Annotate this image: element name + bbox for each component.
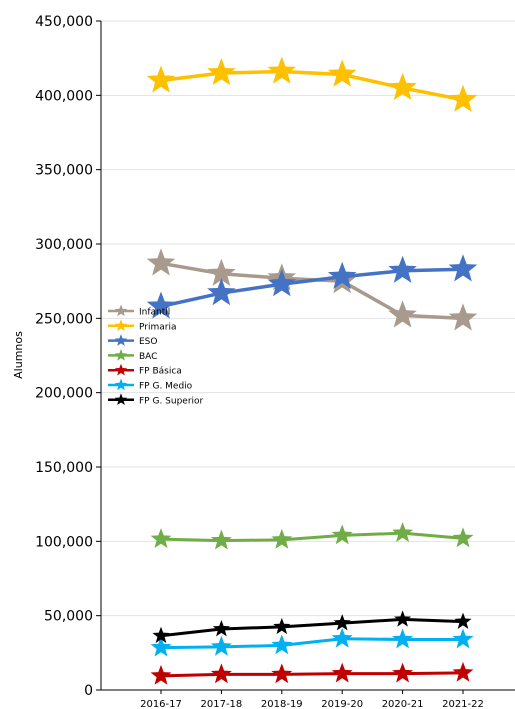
legend-label: BAC: [139, 352, 157, 362]
legend-star-icon: [114, 393, 128, 406]
legend-label: FP G. Superior: [139, 396, 204, 406]
data-point-star: [150, 636, 172, 657]
y-tick-labels: 0 50,000 100,000 150,000 200,000 250,000 300,0…: [35, 14, 101, 699]
gridlines: [101, 20, 515, 617]
legend-star-icon: [114, 304, 128, 317]
legend-item: FP G. Medio: [108, 378, 193, 392]
series-group: [146, 56, 478, 685]
y-tick-label: 350,000: [35, 163, 93, 179]
series-line: [160, 69, 464, 102]
legend-label: FP G. Medio: [139, 382, 193, 392]
data-point-star: [210, 529, 232, 550]
y-tick-label: 400,000: [35, 88, 93, 104]
legend-item: Infantil: [108, 304, 170, 318]
legend-star-icon: [114, 319, 128, 332]
data-point-star: [271, 663, 293, 684]
data-point-star: [146, 291, 176, 319]
data-point-star: [273, 617, 291, 635]
x-tick-label: 2018-19: [261, 699, 303, 709]
data-point-star: [388, 72, 417, 101]
series-line: [160, 617, 464, 638]
x-tick-label: 2020-21: [382, 699, 424, 709]
data-point-star: [267, 56, 297, 84]
x-tick-label: 2016-17: [140, 699, 182, 709]
data-point-star: [333, 614, 351, 631]
data-point-star: [210, 663, 232, 684]
series-line: [160, 267, 464, 309]
data-point-star: [267, 269, 297, 297]
y-tick-label: 450,000: [35, 14, 93, 30]
legend-label: Infantil: [139, 308, 170, 318]
data-point-star: [388, 300, 417, 328]
series-line: [160, 671, 464, 678]
data-point-star: [271, 634, 293, 655]
data-point-star: [207, 278, 236, 306]
data-point-star: [448, 303, 478, 331]
data-point-star: [452, 628, 474, 649]
series-fp-g-superior: [152, 610, 472, 644]
data-point-star: [207, 58, 236, 86]
data-point-star: [394, 610, 412, 627]
data-point-star: [212, 620, 230, 637]
data-point-star: [388, 255, 417, 283]
data-point-star: [146, 248, 176, 276]
data-point-star: [454, 612, 472, 629]
series-line: [160, 637, 463, 650]
x-tick-label: 2021-22: [442, 699, 484, 709]
data-point-star: [392, 662, 414, 683]
legend-label: FP Básica: [139, 367, 182, 377]
legend-item: FP G. Superior: [108, 393, 204, 406]
legend-item: Primaria: [108, 319, 176, 332]
data-point-star: [452, 661, 474, 682]
data-point-star: [331, 627, 353, 648]
y-tick-label: 250,000: [35, 311, 93, 327]
data-point-star: [271, 528, 293, 549]
y-tick-label: 50,000: [44, 609, 93, 625]
legend: Infantil Primaria ESO BAC FP Básica FP G. Med…: [108, 304, 204, 406]
y-tick-label: 0: [84, 683, 93, 699]
y-tick-label: 200,000: [35, 386, 93, 402]
data-point-star: [448, 84, 478, 112]
data-point-star: [392, 522, 414, 543]
series-primaria: [146, 56, 478, 112]
data-point-star: [448, 254, 478, 282]
legend-star-icon: [114, 378, 128, 391]
data-point-star: [452, 527, 474, 548]
x-tick-label: 2019-20: [321, 699, 363, 709]
data-point-star: [150, 528, 172, 548]
data-point-star: [152, 626, 170, 644]
data-point-star: [331, 662, 353, 683]
y-tick-label: 100,000: [35, 534, 93, 550]
series-fp-g-medio: [150, 627, 474, 657]
series-bac: [150, 522, 474, 550]
legend-item: ESO: [108, 334, 157, 347]
legend-star-icon: [114, 348, 128, 361]
data-point-star: [150, 664, 172, 685]
data-point-star: [327, 261, 357, 289]
data-point-star: [331, 524, 353, 545]
y-tick-label: 300,000: [35, 237, 93, 253]
series-fp-b-sica: [150, 661, 474, 685]
legend-label: Primaria: [139, 322, 176, 332]
legend-star-icon: [114, 334, 128, 346]
axes: [100, 21, 515, 691]
series-line: [160, 531, 464, 543]
x-tick-labels: 2016-17 2017-18 2018-19 2019-20 2020-21 2021-…: [140, 690, 484, 709]
data-point-star: [327, 59, 357, 87]
legend-star-icon: [114, 363, 128, 376]
legend-item: BAC: [108, 348, 157, 362]
data-point-star: [392, 628, 414, 649]
legend-item: FP Básica: [108, 363, 182, 377]
series-eso: [146, 254, 478, 319]
y-tick-label: 150,000: [35, 460, 93, 476]
y-axis-label: Alumnos: [12, 331, 25, 379]
data-point-star: [210, 635, 232, 656]
x-tick-label: 2017-18: [201, 699, 243, 709]
data-point-star: [146, 65, 176, 93]
legend-label: ESO: [139, 337, 157, 347]
data-point-star: [207, 258, 236, 286]
